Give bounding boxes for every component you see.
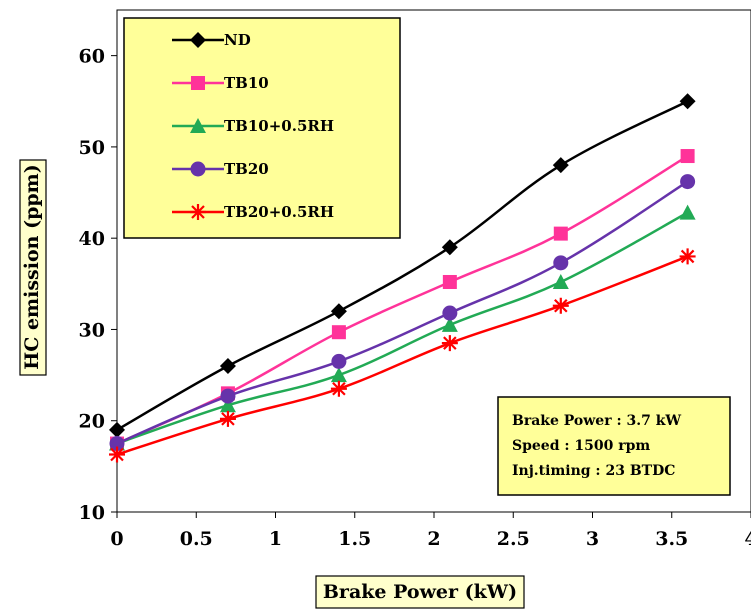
legend-item: ND (172, 31, 251, 49)
x-axis-label-group: Brake Power (kW) (315, 575, 525, 609)
x-axis: 0 0.5 1 1.5 2 2.5 3 3.5 4 (110, 512, 751, 550)
data-point (442, 274, 457, 289)
y-tick-label: 10 (79, 502, 105, 524)
data-point (442, 305, 458, 321)
legend-marker (191, 76, 205, 90)
info-line-speed: Speed : 1500 rpm (512, 438, 650, 454)
legend-label: TB10+0.5RH (224, 117, 334, 135)
data-point (680, 174, 696, 190)
data-point (109, 446, 125, 463)
legend-label: TB10 (224, 74, 269, 92)
series-line (116, 211, 689, 445)
legend-label: TB20 (224, 160, 269, 178)
y-tick-label: 60 (79, 46, 105, 68)
series-nd (109, 93, 696, 438)
series-tb20-0-5rh (109, 248, 696, 463)
data-point (679, 204, 696, 220)
data-point (109, 421, 125, 438)
x-tick-label: 0.5 (180, 528, 213, 550)
data-point (331, 353, 347, 369)
legend-marker (190, 118, 206, 133)
x-tick-label: 3.5 (655, 528, 688, 550)
legend-marker (190, 32, 206, 48)
x-tick-label: 0 (110, 528, 123, 550)
y-tick-label: 20 (79, 411, 105, 433)
x-axis-label: Brake Power (kW) (323, 581, 517, 603)
y-tick-label: 30 (79, 319, 105, 341)
y-axis-label: HC emission (ppm) (21, 164, 43, 369)
data-point (330, 380, 347, 397)
legend-item: TB10 (172, 74, 269, 92)
y-axis-label-group: HC emission (ppm) (19, 159, 47, 376)
data-point (679, 93, 696, 110)
legend-marker (190, 161, 206, 177)
x-axis-label-box (315, 575, 525, 609)
data-point (552, 157, 569, 174)
legend-marker (190, 204, 206, 220)
x-tick-label: 1 (269, 528, 282, 550)
info-line-brake-power: Brake Power : 3.7 kW (512, 413, 681, 429)
data-point (220, 388, 236, 404)
data-point (219, 397, 236, 413)
info-line-inj-timing: Inj.timing : 23 BTDC (512, 463, 675, 479)
data-point (553, 226, 568, 241)
data-point (552, 297, 569, 314)
data-point (441, 316, 458, 332)
x-tick-label: 4 (744, 528, 751, 550)
info-box (497, 396, 731, 496)
data-point (219, 410, 236, 427)
legend-box (123, 17, 401, 239)
data-point (441, 239, 458, 256)
y-tick-label: 50 (79, 137, 105, 159)
info-annotation: Brake Power : 3.7 kW Speed : 1500 rpm In… (497, 396, 731, 496)
x-tick-label: 3 (586, 528, 599, 550)
data-point (679, 248, 696, 265)
y-axis-label-box (19, 159, 47, 376)
data-point (330, 367, 347, 383)
series-line (116, 100, 689, 431)
y-tick-label: 40 (79, 228, 105, 250)
series-layer (109, 93, 696, 463)
legend-label: TB20+0.5RH (224, 203, 334, 221)
x-tick-label: 2 (427, 528, 440, 550)
legend-label: ND (224, 31, 251, 49)
y-axis: 10 20 30 40 50 60 (79, 46, 117, 524)
data-point (330, 303, 347, 320)
legend-item: TB20+0.5RH (172, 203, 334, 221)
series-tb20 (109, 174, 696, 452)
legend: ND TB10 TB10+0.5RH TB20 TB20+0.5RH (123, 17, 401, 239)
x-tick-label: 1.5 (338, 528, 371, 550)
data-point (441, 335, 458, 352)
data-point (331, 325, 346, 340)
data-point (109, 436, 125, 452)
legend-item: TB10+0.5RH (172, 117, 334, 135)
series-line (116, 154, 689, 445)
data-point (552, 273, 569, 289)
series-line (116, 255, 689, 456)
data-point (680, 149, 695, 164)
legend-item: TB20 (172, 160, 269, 178)
data-point (219, 357, 236, 374)
x-tick-label: 2.5 (497, 528, 530, 550)
data-point (553, 255, 569, 271)
